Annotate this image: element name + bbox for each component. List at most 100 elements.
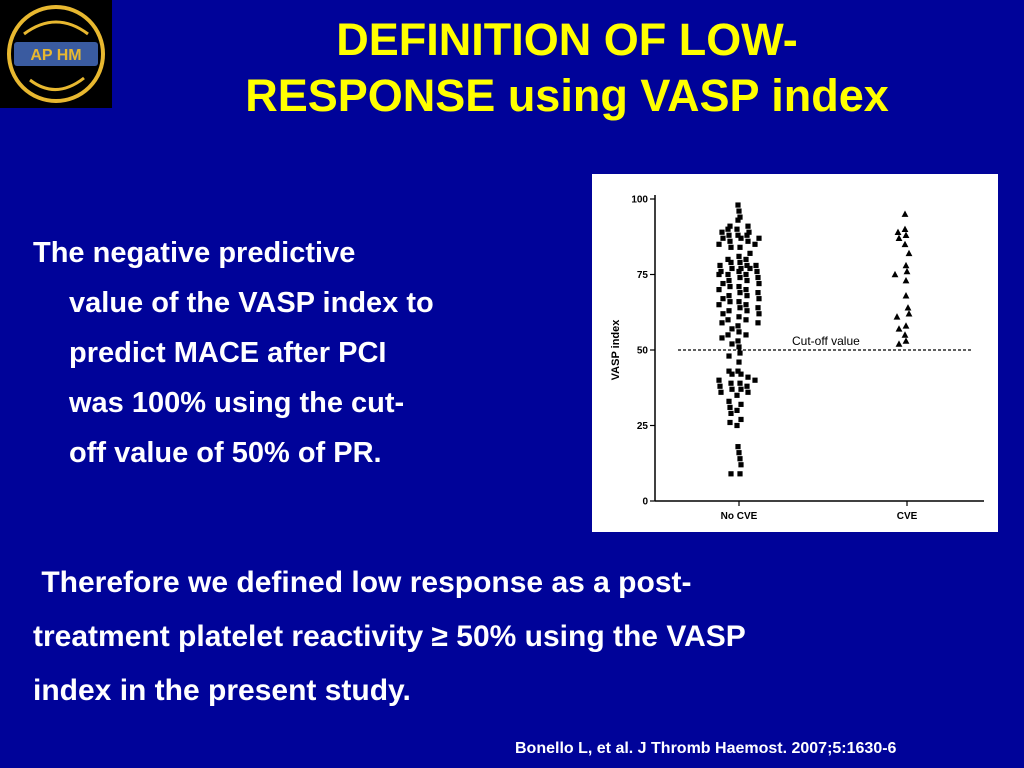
- data-point: [755, 290, 761, 296]
- data-point: [718, 389, 724, 395]
- data-point: [726, 368, 732, 374]
- data-point: [891, 270, 899, 278]
- data-point: [725, 332, 731, 338]
- data-point: [901, 225, 909, 232]
- data-point: [755, 274, 761, 281]
- y-tick-label: 100: [631, 195, 648, 206]
- data-point: [901, 240, 909, 248]
- data-point: [745, 389, 751, 395]
- data-point: [727, 223, 733, 229]
- data-point: [717, 262, 723, 269]
- bullet-line: predict MACE after PCI: [69, 337, 387, 369]
- data-point: [729, 341, 735, 347]
- data-point: [725, 317, 731, 323]
- data-point: [738, 462, 744, 468]
- data-point: [756, 296, 762, 302]
- data-point: [737, 290, 743, 296]
- data-point: [756, 235, 762, 241]
- y-tick-label: 75: [637, 270, 649, 281]
- data-point: [895, 234, 903, 242]
- data-point: [734, 392, 740, 398]
- data-point: [744, 277, 750, 284]
- bullet-line: value of the VASP index to: [69, 287, 434, 319]
- data-point: [743, 317, 749, 323]
- data-point: [737, 471, 743, 477]
- data-point: [727, 283, 733, 290]
- data-point: [729, 371, 735, 377]
- data-point: [728, 471, 734, 477]
- bullet-paragraph-definition: Therefore we defined low response as a p…: [33, 556, 1003, 718]
- data-point: [734, 422, 740, 429]
- data-point: [744, 308, 750, 314]
- data-point: [735, 368, 741, 374]
- data-point: [743, 256, 749, 262]
- data-point: [752, 377, 758, 383]
- x-tick-label: CVE: [897, 511, 918, 522]
- data-point: [728, 244, 734, 250]
- x-tick-label: No CVE: [721, 511, 758, 522]
- data-point: [720, 235, 726, 241]
- data-point: [726, 398, 732, 404]
- data-point: [743, 271, 749, 278]
- slide-title: DEFINITION OF LOW- RESPONSE using VASP i…: [110, 12, 1024, 124]
- data-point: [754, 268, 760, 275]
- data-point: [904, 304, 912, 311]
- data-point: [725, 271, 731, 278]
- data-point: [753, 262, 759, 269]
- data-point: [744, 262, 750, 269]
- chart-canvas: 0 25 50 75 100 VASP index No CVE CVE Cut-off va…: [610, 195, 984, 522]
- data-point: [734, 407, 740, 413]
- data-point: [746, 229, 752, 235]
- data-point: [727, 419, 733, 426]
- data-point: [736, 359, 742, 365]
- data-point: [743, 287, 749, 293]
- data-point: [736, 329, 742, 335]
- data-point: [726, 293, 732, 299]
- data-point: [737, 244, 743, 250]
- data-point: [745, 238, 751, 244]
- y-tick-label: 25: [637, 421, 649, 432]
- data-point: [725, 256, 731, 262]
- data-point: [902, 231, 910, 239]
- data-point: [745, 374, 751, 380]
- data-point: [905, 249, 913, 257]
- data-point: [736, 268, 742, 275]
- data-point: [736, 208, 742, 214]
- data-point: [725, 226, 731, 232]
- data-point: [726, 353, 732, 359]
- data-point: [901, 210, 909, 217]
- svg-text:AP HM: AP HM: [30, 47, 81, 64]
- bullet-line: Therefore we defined low response as a p…: [33, 566, 692, 599]
- data-point: [743, 332, 749, 338]
- data-point: [905, 310, 913, 317]
- bullet-line: off value of 50% of PR.: [69, 437, 382, 469]
- data-point: [737, 214, 743, 220]
- data-point: [737, 380, 743, 386]
- data-point: [902, 292, 910, 299]
- data-point: [720, 280, 726, 287]
- data-point: [738, 386, 744, 392]
- data-point: [728, 259, 734, 266]
- data-point: [716, 271, 722, 278]
- data-point: [738, 416, 744, 423]
- cutoff-label: Cut-off value: [792, 334, 860, 348]
- data-point: [902, 261, 910, 269]
- data-point: [737, 274, 743, 281]
- data-point: [727, 299, 733, 305]
- data-point: [716, 241, 722, 247]
- data-point: [716, 287, 722, 293]
- data-point: [735, 217, 741, 223]
- data-point: [735, 338, 741, 344]
- data-point: [729, 265, 735, 272]
- data-point: [726, 277, 732, 284]
- data-point: [737, 350, 743, 356]
- bullet-line: treatment platelet reactivity ≥ 50% usin…: [33, 620, 746, 653]
- bullet-line: index in the present study.: [33, 674, 411, 707]
- data-point: [716, 377, 722, 383]
- slide-title-line1: DEFINITION OF LOW-: [336, 14, 798, 65]
- slide-title-line2: RESPONSE using VASP index: [245, 70, 889, 121]
- data-point: [756, 280, 762, 287]
- data-point: [735, 202, 741, 208]
- data-point: [901, 331, 909, 338]
- data-point: [717, 383, 723, 389]
